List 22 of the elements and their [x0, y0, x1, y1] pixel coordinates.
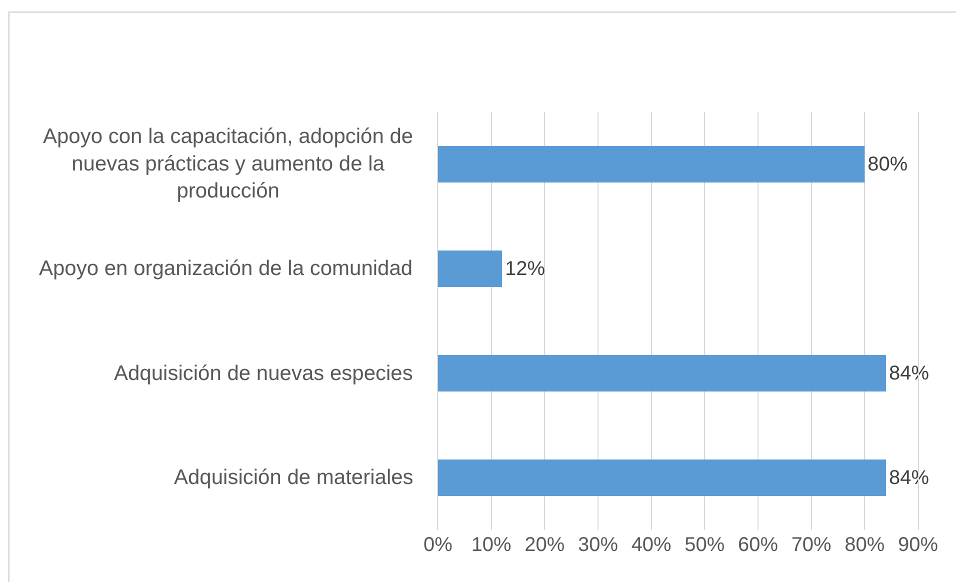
data-label: 80% [868, 153, 908, 176]
x-tick-label: 20% [524, 534, 565, 556]
data-label: 84% [889, 362, 930, 384]
bar [438, 459, 886, 496]
x-tick-label: 60% [738, 534, 778, 556]
x-tick-label: 30% [578, 534, 618, 556]
x-tick-label: 70% [791, 534, 832, 556]
y-tick-label: Adquisición de materiales [174, 466, 414, 489]
data-label: 84% [889, 466, 930, 489]
y-tick-label: Apoyo con la capacitación, adopción de nuevas prácticas y aumento de la producción [43, 125, 414, 203]
bar [438, 146, 865, 183]
x-tick-label: 10% [471, 534, 512, 556]
x-tick-label: 80% [844, 534, 885, 556]
x-tick-label: 40% [631, 534, 672, 556]
data-label: 12% [505, 258, 546, 280]
bar [438, 354, 886, 392]
x-tick-label: 50% [684, 534, 725, 556]
x-tick-label: 90% [898, 534, 938, 556]
bar [438, 250, 502, 288]
x-tick-label: 0% [424, 534, 453, 556]
y-tick-label: Apoyo en organización de la comunidad [39, 257, 413, 280]
y-tick-label: Adquisición de nuevas especies [114, 362, 413, 385]
